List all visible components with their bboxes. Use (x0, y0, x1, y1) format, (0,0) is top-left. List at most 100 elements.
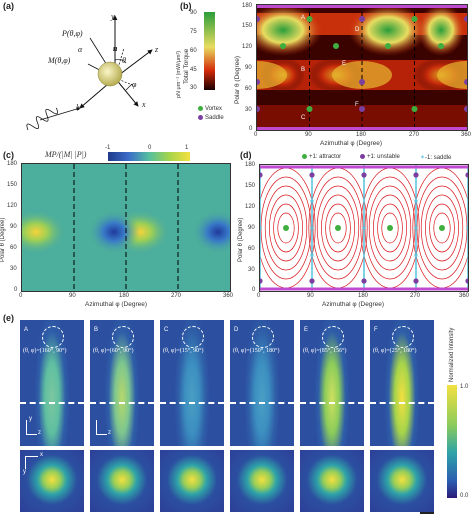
intensity-tile-divider (230, 402, 294, 404)
coordinate-diagram (26, 15, 153, 131)
b-xlabel: Azimuthal φ (Degree) (320, 140, 383, 147)
attractor-point (439, 225, 445, 231)
intensity-tile-angle: (θ, φ)=(25°, 180°) (373, 348, 417, 354)
flow-line (433, 212, 451, 244)
c-ytick-90: 90 (10, 224, 17, 230)
torque-marker-d: D (355, 27, 360, 33)
b-ytick-120: 120 (242, 44, 253, 50)
intensity-tile-angle: (θ, φ)=(60°, 90°) (93, 348, 134, 354)
axis-marker-yz-b (96, 420, 107, 435)
torque-colorbar-title: Total Torque (183, 48, 190, 84)
intensity-tile-letter: B (94, 327, 99, 333)
d-xtick-180: 180 (358, 293, 369, 299)
panel-label-e: (e) (3, 313, 14, 323)
intensity-crosssection-c (160, 450, 224, 512)
pole-border (260, 165, 468, 169)
intensity-tile-hotspot-circle (322, 326, 344, 348)
saddle-point: ✶ (309, 251, 316, 260)
axis-y-label-bottom: y (23, 469, 26, 475)
flow-line (273, 203, 299, 253)
b-ytick-60: 60 (245, 86, 252, 92)
c-ytick-180: 180 (7, 161, 18, 167)
flow-line (377, 203, 403, 253)
c-ylabel: Polar θ (Degree) (0, 217, 6, 262)
legend-unstable: +1: unstable (360, 154, 400, 160)
alignment-heatmap (21, 163, 231, 292)
flow-line (425, 194, 459, 262)
intensity-colorbar (447, 385, 457, 498)
unstable-point (309, 172, 315, 178)
c-xlabel: Azimuthal φ (Degree) (85, 301, 148, 308)
intensity-tile-divider (370, 402, 434, 404)
flow-line (373, 194, 407, 262)
attractor-point (335, 225, 341, 231)
d-ytick-120: 120 (245, 204, 256, 210)
axis-marker-xy (25, 456, 38, 469)
saddle-point: ✶ (413, 197, 420, 206)
legend-vortex-label: Vortex (205, 106, 223, 113)
axis-x-label: x (40, 452, 43, 458)
flow-line (329, 212, 347, 244)
vortex-dot-icon (198, 106, 203, 111)
c-ytick-0: 0 (14, 287, 18, 293)
b-xtick-0: 0 (254, 132, 258, 138)
e-cbar-title: Normalized Intensity (449, 327, 455, 382)
unstable-dot-icon (360, 154, 365, 159)
intensity-tile-angle: (θ, φ)=(85°, 156°) (303, 348, 347, 354)
unstable-point (309, 278, 315, 284)
c-xtick-0: 0 (19, 293, 23, 299)
intensity-tile-hotspot-circle (112, 326, 134, 348)
intensity-tile-e: E (θ, φ)=(85°, 156°) (300, 320, 364, 446)
intensity-crosssection-e (300, 450, 364, 512)
intensity-tile-letter: A (24, 327, 29, 333)
flow-line (429, 203, 455, 253)
unstable-point (361, 278, 367, 284)
unstable-point (260, 172, 263, 178)
axis-z-label-b: z (108, 430, 111, 436)
flow-field-plot: ✶ ✶ ✶ ✶ ✶ ✶ ✶ ✶ ✶ (259, 164, 469, 292)
d-ytick-30: 30 (248, 267, 255, 273)
d-xtick-0: 0 (257, 293, 261, 299)
d-ytick-60: 60 (248, 246, 255, 252)
intensity-tile-letter: E (304, 327, 309, 333)
flow-line (368, 185, 412, 271)
torque-colorbar-unit: pN μm⁻¹ (mW/μm²) (176, 50, 182, 98)
label-y: y (111, 12, 115, 21)
intensity-tile-angle: (θ, φ)=(15°, 90°) (163, 348, 204, 354)
axis-marker-yz (26, 420, 37, 435)
saddle-point: ✶ (309, 224, 316, 233)
d-ytick-180: 180 (245, 162, 256, 168)
c-cbar-tick-1: 1 (185, 145, 189, 151)
c-ytick-150: 150 (7, 182, 18, 188)
legend-attractor: +1: attractor (302, 154, 341, 160)
panel-label-b: (b) (180, 1, 192, 11)
flow-line (325, 203, 351, 253)
axis-z-label: z (38, 430, 41, 436)
intensity-tile-hotspot-circle (182, 326, 204, 348)
label-p: P(θ,φ) (62, 29, 83, 38)
torque-marker-b: B (301, 67, 306, 73)
theta-arc (114, 59, 127, 64)
b-xtick-360: 360 (461, 132, 472, 138)
flow-line (277, 212, 295, 244)
saddle-point: ✶ (413, 251, 420, 260)
legend-vortex: Vortex (198, 106, 222, 112)
intensity-tile-d: D (θ, φ)=(150°, 180°) (230, 320, 294, 446)
c-xtick-90: 90 (69, 293, 76, 299)
unstable-point (465, 172, 468, 178)
legend-attractor-label: +1: attractor (309, 154, 342, 161)
unstable-point (413, 172, 419, 178)
legend-saddle: Saddle (198, 115, 224, 121)
flow-line (321, 194, 355, 262)
label-theta: θ (122, 56, 126, 65)
b-xtick-270: 270 (409, 132, 420, 138)
scale-bar (420, 512, 434, 514)
attractor-point (283, 225, 289, 231)
torque-tick-75: 75 (190, 29, 197, 35)
b-ytick-90: 90 (245, 65, 252, 71)
flow-line (316, 185, 360, 271)
c-ytick-30: 30 (10, 266, 17, 272)
panel-label-a: (a) (3, 1, 14, 11)
x-axis-line (114, 77, 139, 107)
alignment-colorbar (108, 152, 190, 161)
